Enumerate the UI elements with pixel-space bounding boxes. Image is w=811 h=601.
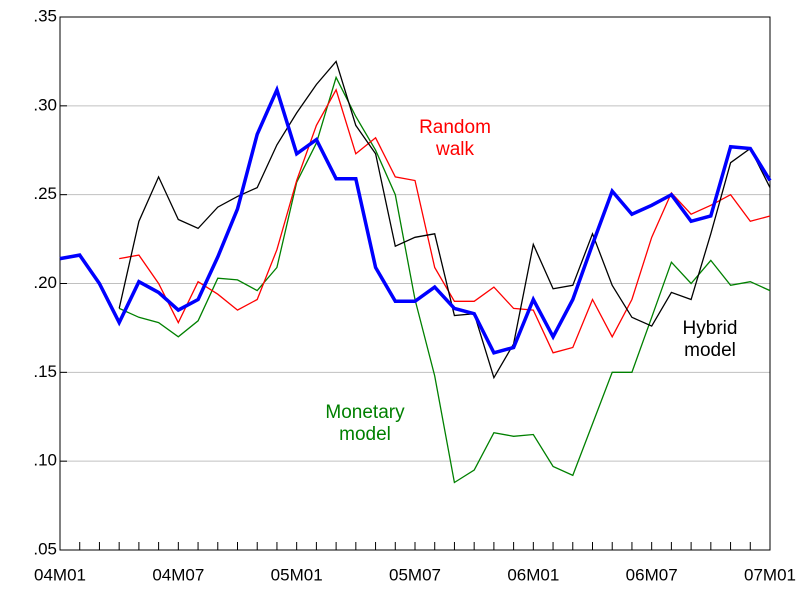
series-line xyxy=(118,75,771,484)
y-tick-label: .15 xyxy=(33,362,57,381)
series-label: Random walk xyxy=(419,117,491,160)
x-tick-label: 07M01 xyxy=(744,565,796,584)
series-label: Hybrid model xyxy=(682,318,738,361)
x-tick-label: 06M01 xyxy=(507,565,559,584)
series-line xyxy=(119,88,771,354)
y-tick-label: .30 xyxy=(33,95,57,114)
y-tick-label: .25 xyxy=(33,184,57,203)
series-label: Monetary model xyxy=(325,402,405,445)
x-tick-label: 06M07 xyxy=(626,565,678,584)
y-tick-label: .05 xyxy=(33,539,57,558)
series-line xyxy=(59,84,772,355)
y-tick-label: .20 xyxy=(33,273,57,292)
x-tick-label: 04M07 xyxy=(152,565,204,584)
x-tick-label: 04M01 xyxy=(34,565,86,584)
x-tick-label: 05M07 xyxy=(389,565,441,584)
x-tick-label: 05M01 xyxy=(271,565,323,584)
y-tick-label: .10 xyxy=(33,451,57,470)
series-line xyxy=(118,60,771,380)
y-tick-label: .35 xyxy=(33,6,57,25)
plot-frame xyxy=(59,16,771,551)
